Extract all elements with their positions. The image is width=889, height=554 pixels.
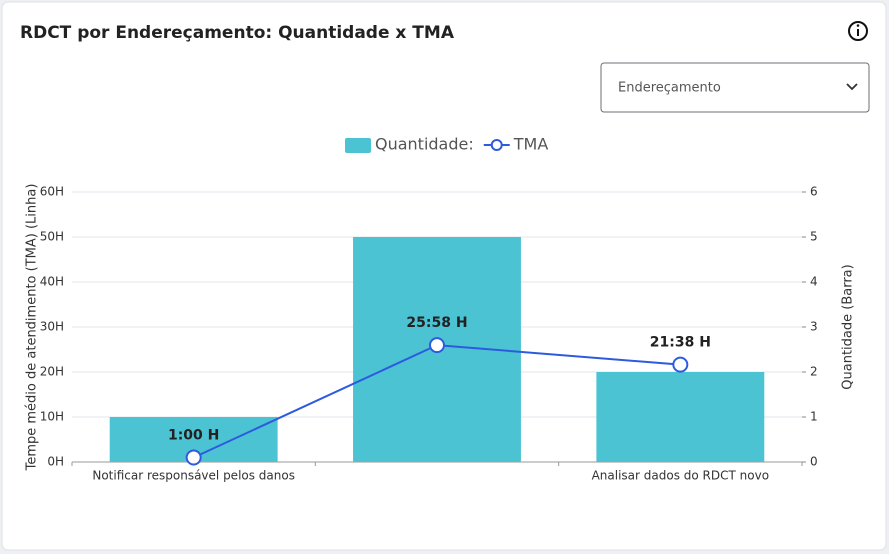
y2-tick-label: 0 xyxy=(810,455,818,469)
y-tick-label: 20H xyxy=(40,365,64,379)
y2-tick-label: 5 xyxy=(810,230,818,244)
legend-swatch xyxy=(345,138,371,153)
y2-tick-label: 6 xyxy=(810,185,818,199)
data-label: 25:58 H xyxy=(406,315,467,331)
y-tick-label: 40H xyxy=(40,275,64,289)
dropdown-label: Endereçamento xyxy=(618,81,721,96)
data-label: 21:38 H xyxy=(650,335,711,351)
y-tick-label: 0H xyxy=(47,455,64,469)
info-icon[interactable] xyxy=(848,21,868,41)
y-tick-label: 10H xyxy=(40,410,64,424)
y-tick-label: 50H xyxy=(40,230,64,244)
legend-label: TMA xyxy=(513,135,549,154)
y-axis-label: Tempe médio de atendimento (TMA) (Linha) xyxy=(25,184,40,472)
line-point xyxy=(672,356,689,373)
line-point xyxy=(185,449,202,466)
chart-title: RDCT por Endereçamento: Quantidade x TMA xyxy=(20,23,455,43)
y2-tick-label: 2 xyxy=(810,365,818,379)
y-tick-label: 60H xyxy=(40,185,64,199)
dropdown[interactable]: Endereçamento xyxy=(600,62,870,113)
legend-label: Quantidade: xyxy=(375,135,474,154)
line-point xyxy=(429,337,445,354)
bar xyxy=(596,372,765,462)
x-tick-label: Analisar dados do RDCT novo xyxy=(592,469,769,483)
y2-tick-label: 1 xyxy=(810,410,818,424)
legend-swatch xyxy=(490,139,503,151)
data-label: 1:00 H xyxy=(168,428,219,444)
x-tick-label: Notificar responsável pelos danos xyxy=(92,469,295,483)
y-tick-label: 30H xyxy=(40,320,64,334)
y2-axis-label: Quantidade (Barra) xyxy=(841,264,856,389)
y2-tick-label: 3 xyxy=(810,320,818,334)
y2-tick-label: 4 xyxy=(810,275,818,289)
